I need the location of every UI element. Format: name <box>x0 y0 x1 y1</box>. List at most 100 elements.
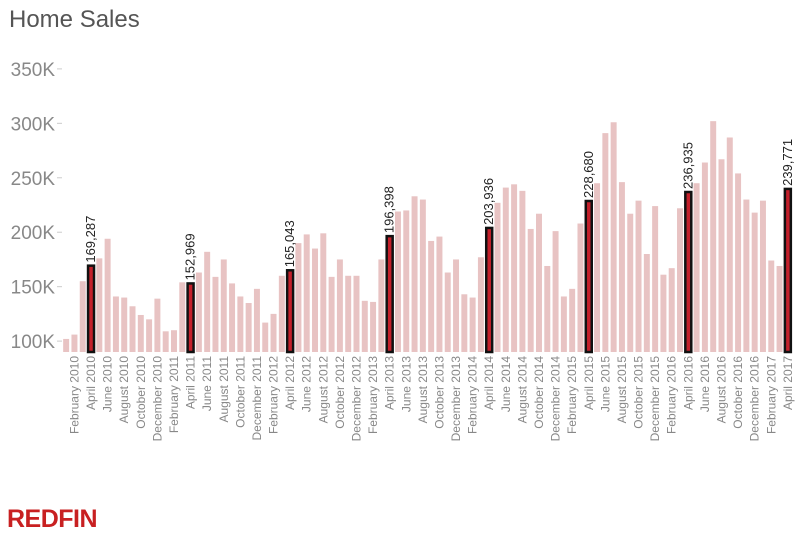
bar[interactable] <box>303 234 310 352</box>
bar[interactable] <box>171 330 177 352</box>
bar[interactable] <box>262 322 269 352</box>
bar[interactable] <box>361 300 368 352</box>
bar[interactable] <box>577 223 584 352</box>
bar-highlighted[interactable] <box>186 282 195 354</box>
bar[interactable] <box>204 251 211 352</box>
x-tick-label: October 2014 <box>532 356 546 429</box>
bar[interactable] <box>519 190 526 352</box>
bar[interactable] <box>759 200 766 352</box>
bar[interactable] <box>536 213 542 352</box>
bar-highlighted[interactable] <box>285 269 295 354</box>
bar[interactable] <box>270 313 277 352</box>
bar[interactable] <box>245 303 252 352</box>
bar[interactable] <box>179 282 186 352</box>
bar[interactable] <box>726 137 733 352</box>
bar[interactable] <box>345 275 352 352</box>
bar[interactable] <box>312 248 318 352</box>
bar[interactable] <box>643 254 650 352</box>
x-tick-label: June 2015 <box>598 356 612 412</box>
bar[interactable] <box>428 240 435 352</box>
bar-highlighted[interactable] <box>385 234 394 354</box>
bar[interactable] <box>701 162 708 352</box>
bar[interactable] <box>569 288 576 352</box>
bar[interactable] <box>494 202 501 352</box>
bar[interactable] <box>394 211 401 352</box>
bar[interactable] <box>602 133 609 352</box>
bar-highlighted[interactable] <box>484 226 494 354</box>
bar[interactable] <box>610 122 617 352</box>
bar[interactable] <box>328 276 335 352</box>
bar[interactable] <box>253 288 260 352</box>
bar[interactable] <box>668 268 675 352</box>
bar[interactable] <box>195 272 202 352</box>
bar-highlighted[interactable] <box>684 190 693 354</box>
bar[interactable] <box>768 260 775 352</box>
bar[interactable] <box>552 231 559 352</box>
bar[interactable] <box>112 296 119 352</box>
x-tick-label: April 2012 <box>283 356 297 410</box>
bar[interactable] <box>336 259 343 352</box>
bar[interactable] <box>527 228 534 352</box>
bar-highlighted[interactable] <box>584 199 593 354</box>
x-tick-label: June 2013 <box>399 356 413 412</box>
bar[interactable] <box>104 238 111 352</box>
bar[interactable] <box>743 199 750 352</box>
bar[interactable] <box>71 334 78 352</box>
bar[interactable] <box>79 281 86 352</box>
bar[interactable] <box>146 319 153 352</box>
bar[interactable] <box>137 314 144 352</box>
bar[interactable] <box>677 208 683 352</box>
bar[interactable] <box>693 183 700 352</box>
bar[interactable] <box>618 182 625 352</box>
bar[interactable] <box>121 297 128 352</box>
bar[interactable] <box>419 199 426 352</box>
bar[interactable] <box>278 275 285 352</box>
x-tick-label: February 2010 <box>67 356 81 434</box>
x-tick-label: December 2012 <box>349 356 363 442</box>
bar[interactable] <box>710 121 717 353</box>
bar[interactable] <box>353 275 360 352</box>
bar[interactable] <box>660 274 667 352</box>
bar[interactable] <box>212 276 219 352</box>
bar[interactable] <box>560 296 567 352</box>
bar[interactable] <box>320 233 327 352</box>
bar[interactable] <box>411 196 418 352</box>
bar[interactable] <box>544 265 551 352</box>
bar[interactable] <box>511 184 518 352</box>
bar[interactable] <box>436 236 443 352</box>
bar[interactable] <box>295 243 302 352</box>
bar[interactable] <box>237 296 244 352</box>
bar[interactable] <box>154 298 161 352</box>
bar[interactable] <box>453 259 460 352</box>
bar[interactable] <box>378 259 385 352</box>
bar[interactable] <box>220 259 227 352</box>
bar[interactable] <box>444 272 451 352</box>
bar-highlighted[interactable] <box>86 264 96 354</box>
bar[interactable] <box>229 283 236 352</box>
redfin-logo: REDFIN <box>7 505 98 533</box>
bar[interactable] <box>477 257 484 352</box>
bar[interactable] <box>162 331 169 352</box>
bar[interactable] <box>129 306 136 352</box>
bar[interactable] <box>594 183 601 352</box>
y-tick-label: 200K <box>11 223 56 244</box>
bar[interactable] <box>776 265 783 352</box>
bar[interactable] <box>370 301 377 352</box>
bar[interactable] <box>63 338 70 352</box>
bar[interactable] <box>751 212 758 352</box>
bar[interactable] <box>461 294 468 352</box>
bar[interactable] <box>718 159 725 352</box>
bar[interactable] <box>469 297 476 352</box>
bar[interactable] <box>96 258 103 352</box>
bar[interactable] <box>627 213 634 352</box>
bar[interactable] <box>652 206 659 352</box>
bar[interactable] <box>735 173 742 352</box>
x-tick-label: December 2015 <box>648 356 662 442</box>
bar[interactable] <box>635 200 642 352</box>
bar-highlighted[interactable] <box>783 187 793 354</box>
x-tick-label: February 2017 <box>764 356 778 434</box>
x-tick-label: December 2014 <box>549 356 563 442</box>
bar[interactable] <box>502 187 509 352</box>
bar[interactable] <box>403 210 410 352</box>
